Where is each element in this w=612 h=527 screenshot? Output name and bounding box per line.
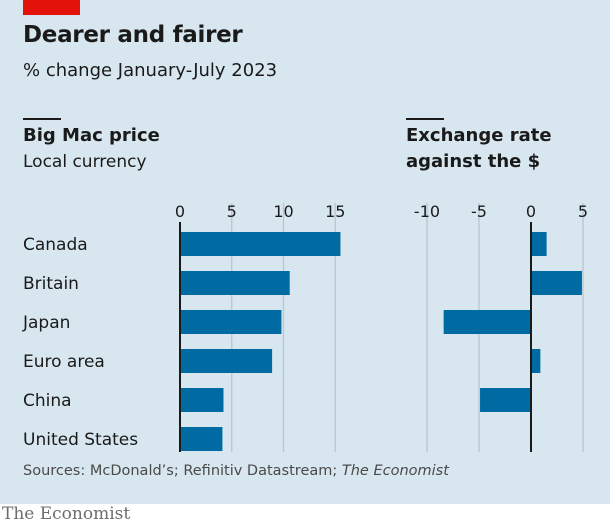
fx-tick-label: 0 <box>526 202 536 221</box>
category-label: Canada <box>23 235 88 255</box>
fx-bar <box>531 232 547 256</box>
chart-subtitle: % change January-July 2023 <box>23 60 278 81</box>
category-label: United States <box>23 430 138 450</box>
category-label: China <box>23 391 72 411</box>
big-mac-bar <box>180 388 224 412</box>
big-mac-bar <box>180 427 223 451</box>
big-mac-tick-label: 5 <box>227 202 237 221</box>
big-mac-bar <box>180 310 282 334</box>
big-mac-bar <box>180 232 341 256</box>
fx-bar <box>531 349 541 373</box>
category-label: Japan <box>22 313 70 333</box>
right-panel-title-line1: Exchange rate <box>406 125 552 146</box>
fx-tick-label: -5 <box>471 202 487 221</box>
category-label: Euro area <box>23 352 105 372</box>
right-panel-rule <box>406 118 444 120</box>
fx-bar <box>531 271 582 295</box>
big-mac-bar <box>180 271 290 295</box>
category-label: Britain <box>23 274 79 294</box>
source-text: Sources: McDonald’s; Refinitiv Datastrea… <box>23 463 342 479</box>
big-mac-tick-label: 10 <box>273 202 293 221</box>
big-mac-tick-label: 15 <box>325 202 345 221</box>
economist-brand: The Economist <box>2 504 131 524</box>
brand-red-tag <box>23 0 80 15</box>
fx-bar <box>480 388 531 412</box>
chart-title: Dearer and fairer <box>23 22 243 48</box>
fx-tick-label: -10 <box>414 202 440 221</box>
left-panel-rule <box>23 118 61 120</box>
source-note: Sources: McDonald’s; Refinitiv Datastrea… <box>23 463 449 479</box>
fx-bar <box>443 310 531 334</box>
big-mac-tick-label: 0 <box>175 202 185 221</box>
fx-tick-label: 5 <box>578 202 588 221</box>
right-panel-title-line2: against the $ <box>406 151 541 172</box>
left-panel-title: Big Mac price <box>23 125 160 146</box>
left-panel-subtitle: Local currency <box>23 152 147 172</box>
source-italic: The Economist <box>341 463 449 479</box>
big-mac-bar <box>180 349 273 373</box>
